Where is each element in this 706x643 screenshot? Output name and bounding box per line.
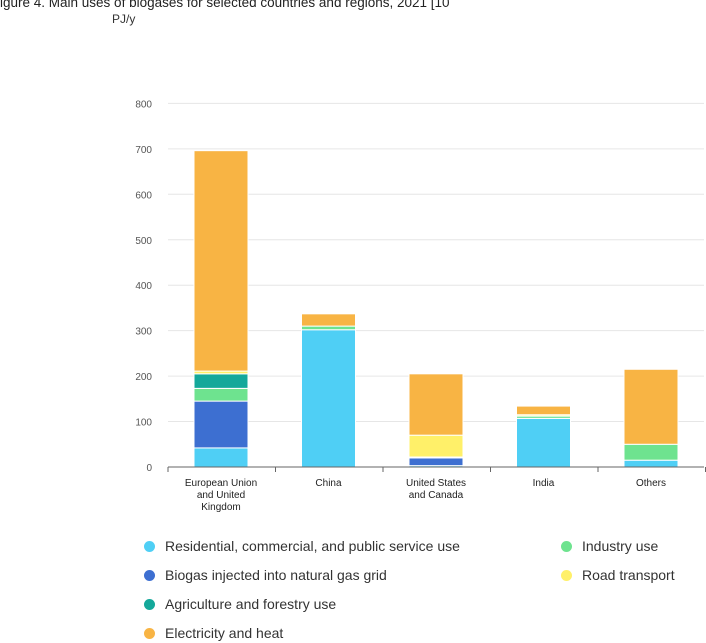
legend-item-industry: Industry use [561, 538, 658, 554]
legend-item-residential: Residential, commercial, and public serv… [144, 538, 460, 554]
legend-item-grid-injection: Biogas injected into natural gas grid [144, 567, 387, 583]
stacked-bar-chart: 0 100 200 300 400 500 600 700 800 European Union… [135, 99, 706, 513]
x-category-label-3: India [533, 478, 555, 489]
x-category-label-0: European Union and United Kingdom [185, 478, 257, 513]
y-tick-label-100: 100 [135, 418, 152, 429]
x-category-label-1: China [315, 478, 342, 489]
legend-label-agriculture: Agriculture and forestry use [165, 596, 337, 612]
y-tick-label-500: 500 [135, 236, 152, 247]
legend-label-residential: Residential, commercial, and public serv… [165, 538, 460, 554]
y-tick-label-300: 300 [135, 327, 152, 338]
y-axis-unit-label: PJ/y [112, 12, 136, 26]
bar-segment-4-2 [623, 443, 679, 461]
bar-segment-0-0 [193, 447, 249, 468]
legend-item-electricity-heat: Electricity and heat [144, 625, 283, 641]
bar-segment-3-5 [516, 405, 571, 416]
legend-dot-residential [144, 540, 155, 552]
bar-segment-1-0 [301, 329, 356, 468]
legend-label-electricity-heat: Electricity and heat [165, 625, 284, 641]
legend-item-agriculture: Agriculture and forestry use [144, 596, 336, 612]
y-tick-label-200: 200 [135, 372, 152, 383]
legend-dot-grid-injection [144, 569, 155, 581]
y-tick-label-600: 600 [135, 190, 152, 201]
bar-segment-1-2 [301, 325, 356, 331]
x-category-label-4: Others [636, 478, 666, 489]
legend-dot-industry [561, 540, 572, 552]
x-category-label-2: United States and Canada [406, 478, 466, 501]
bar-segment-1-5 [301, 313, 356, 327]
y-tick-label-700: 700 [135, 145, 152, 156]
bar-segment-3-0 [516, 417, 571, 468]
legend-label-road-transport: Road transport [582, 567, 675, 583]
bar-segment-0-2 [193, 387, 249, 402]
bar-segment-0-1 [193, 400, 249, 449]
bar-segment-2-4 [408, 434, 464, 458]
bar-segment-4-0 [623, 459, 679, 468]
y-tick-label-800: 800 [135, 99, 152, 110]
bar-segment-2-1 [408, 457, 464, 467]
legend-label-grid-injection: Biogas injected into natural gas grid [165, 567, 387, 583]
legend-dot-agriculture [144, 598, 155, 610]
y-tick-label-0: 0 [146, 463, 152, 474]
bar-segment-0-3 [193, 373, 249, 389]
y-tick-label-400: 400 [135, 281, 152, 292]
bar-segment-4-5 [623, 368, 679, 445]
bar-segment-2-5 [408, 373, 464, 436]
legend-dot-road-transport [561, 569, 572, 581]
bar-segment-0-5 [193, 150, 249, 372]
legend-dot-electricity-heat [144, 627, 155, 639]
legend-label-industry: Industry use [582, 538, 659, 554]
legend-item-road-transport: Road transport [561, 567, 675, 583]
figure-caption: igure 4. Main uses of biogases for selec… [0, 0, 450, 10]
